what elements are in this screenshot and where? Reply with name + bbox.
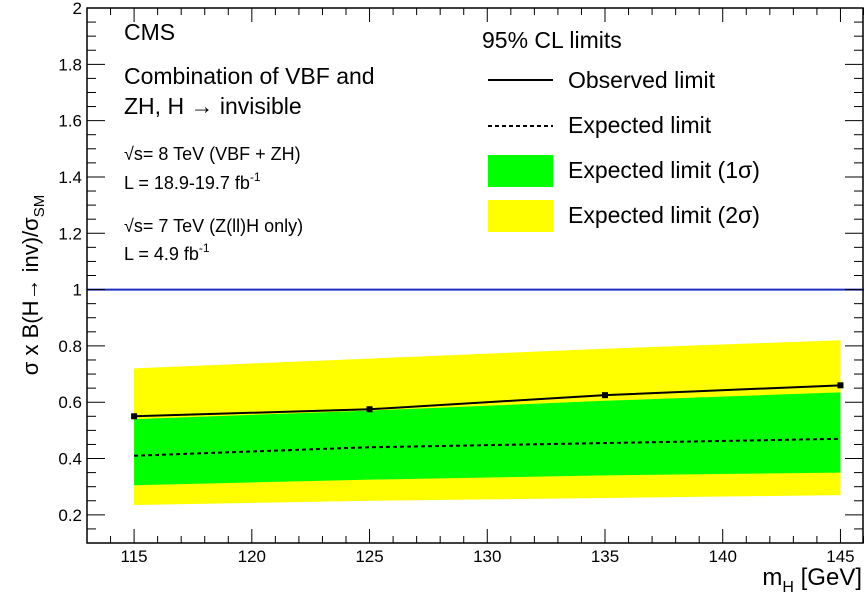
- run2-energy-label: √s= 7 TeV (Z(ll)H only): [124, 216, 303, 236]
- y-tick-label: 0.8: [58, 337, 82, 356]
- observed-point: [602, 392, 608, 398]
- x-tick-label: 115: [121, 547, 148, 566]
- x-tick-label: 125: [355, 547, 383, 566]
- x-tick-label: 120: [238, 547, 266, 566]
- y-tick-label: 1.8: [58, 55, 82, 74]
- run2-sqrt-s: √s: [124, 216, 143, 236]
- x-axis-label-main: m: [762, 564, 782, 591]
- x-axis-label-unit: [GeV]: [794, 564, 862, 591]
- legend-1sigma-swatch: [488, 155, 553, 187]
- run1-energy-text: = 8 TeV (VBF + ZH): [143, 144, 301, 164]
- y-tick-label: 0.4: [58, 450, 82, 469]
- observed-point: [131, 413, 137, 419]
- run2-lumi-label: L = 4.9 fb-1: [124, 241, 210, 264]
- run1-sqrt-s: √s: [124, 144, 143, 164]
- legend-expected-label: Expected limit: [568, 112, 712, 138]
- x-tick-label: 130: [473, 547, 501, 566]
- y-axis-label-sub: SM: [31, 195, 48, 218]
- y-tick-label: 1.2: [58, 224, 82, 243]
- observed-point: [367, 406, 373, 412]
- x-tick-label: 135: [591, 547, 619, 566]
- y-axis-label-main: σ x B(H→ inv)/σ: [18, 217, 43, 375]
- analysis-line-2: ZH, H → invisible: [124, 93, 302, 119]
- legend-1sigma-label: Expected limit (1σ): [568, 157, 760, 183]
- run2-energy-text: = 7 TeV (Z(ll)H only): [143, 216, 303, 236]
- run1-lumi-exp: -1: [250, 170, 261, 184]
- legend-header: 95% CL limits: [482, 27, 622, 53]
- legend-2sigma-swatch: [488, 200, 553, 232]
- y-tick-label: 1.6: [58, 112, 82, 131]
- run2-lumi-exp: -1: [199, 241, 210, 255]
- bands-layer: [134, 340, 840, 505]
- y-tick-label: 0.6: [58, 393, 82, 412]
- y-tick-label: 1.4: [58, 168, 82, 187]
- observed-point: [837, 382, 843, 388]
- experiment-label: CMS: [124, 19, 175, 45]
- run1-lumi-label: L = 18.9-19.7 fb-1: [124, 170, 261, 193]
- analysis-line-1: Combination of VBF and: [124, 63, 375, 89]
- y-tick-label: 1: [73, 281, 82, 300]
- x-axis-label-sub: H: [782, 579, 794, 596]
- y-tick-label: 2: [73, 0, 82, 18]
- run1-energy-label: √s= 8 TeV (VBF + ZH): [124, 144, 301, 164]
- y-tick-label: 0.2: [58, 506, 82, 525]
- legend-observed-label: Observed limit: [568, 67, 716, 93]
- run2-lumi-text: L = 4.9 fb: [124, 244, 199, 264]
- legend-2sigma-label: Expected limit (2σ): [568, 202, 760, 228]
- x-tick-label: 140: [709, 547, 737, 566]
- run1-lumi-text: L = 18.9-19.7 fb: [124, 173, 250, 193]
